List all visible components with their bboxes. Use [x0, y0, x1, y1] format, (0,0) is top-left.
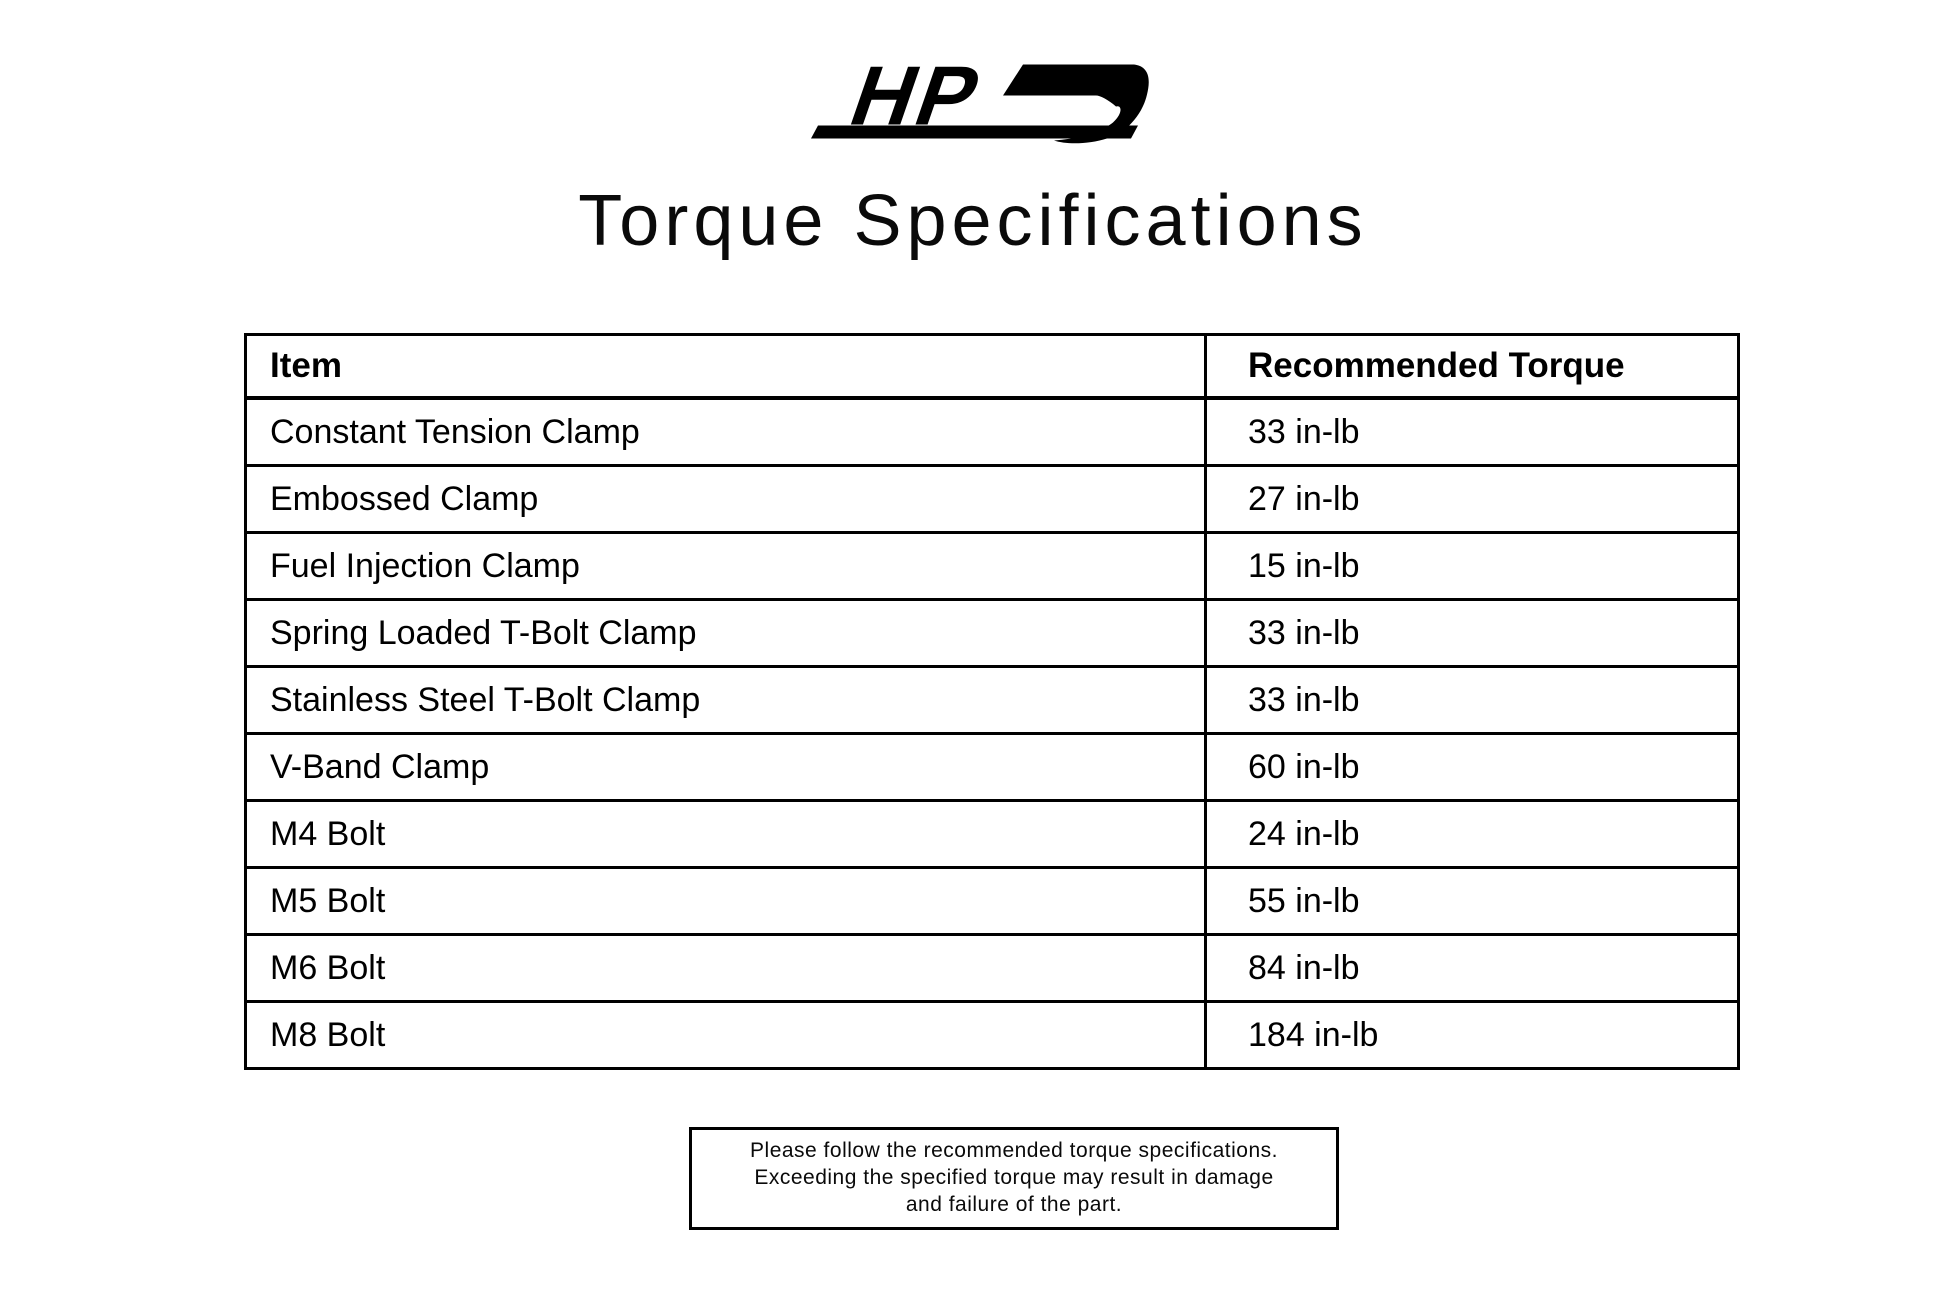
table-row: M8 Bolt 184 in-lb: [244, 1000, 1740, 1070]
hps-logo-graphic: HP: [811, 50, 1149, 144]
column-header-torque: Recommended Torque: [1204, 333, 1740, 400]
table-row: Constant Tension Clamp 33 in-lb: [244, 396, 1740, 467]
note-line-1: Please follow the recommended torque spe…: [750, 1139, 1278, 1162]
note-line-3: and failure of the part.: [905, 1193, 1123, 1216]
column-header-item: Item: [244, 333, 1207, 400]
page-title: Torque Specifications: [578, 181, 1368, 261]
torque-cell: 84 in-lb: [1204, 933, 1740, 1003]
item-cell: M6 Bolt: [244, 933, 1207, 1003]
logo-letter-s: [1003, 64, 1149, 144]
table-row: V-Band Clamp 60 in-lb: [244, 732, 1740, 802]
item-cell: M8 Bolt: [244, 1000, 1207, 1070]
item-cell: Constant Tension Clamp: [244, 396, 1207, 467]
table-header-row: Item Recommended Torque: [244, 333, 1740, 400]
item-cell: M5 Bolt: [244, 866, 1207, 936]
torque-cell: 55 in-lb: [1204, 866, 1740, 936]
table-row: M4 Bolt 24 in-lb: [244, 799, 1740, 869]
torque-cell: 27 in-lb: [1204, 464, 1740, 534]
table-row: Fuel Injection Clamp 15 in-lb: [244, 531, 1740, 601]
torque-cell: 15 in-lb: [1204, 531, 1740, 601]
table-row: M6 Bolt 84 in-lb: [244, 933, 1740, 1003]
table-row: Embossed Clamp 27 in-lb: [244, 464, 1740, 534]
torque-cell: 33 in-lb: [1204, 598, 1740, 668]
note-line-2: Exceeding the specified torque may resul…: [754, 1166, 1274, 1189]
torque-cell: 33 in-lb: [1204, 665, 1740, 735]
torque-cell: 184 in-lb: [1204, 1000, 1740, 1070]
table-row: Stainless Steel T-Bolt Clamp 33 in-lb: [244, 665, 1740, 735]
item-cell: Fuel Injection Clamp: [244, 531, 1207, 601]
torque-warning-note: Please follow the recommended torque spe…: [689, 1127, 1339, 1230]
item-cell: Spring Loaded T-Bolt Clamp: [244, 598, 1207, 668]
item-cell: V-Band Clamp: [244, 732, 1207, 802]
torque-cell: 33 in-lb: [1204, 396, 1740, 467]
torque-cell: 24 in-lb: [1204, 799, 1740, 869]
torque-spec-table: Item Recommended Torque Constant Tension…: [244, 333, 1740, 1070]
item-cell: M4 Bolt: [244, 799, 1207, 869]
item-cell: Embossed Clamp: [244, 464, 1207, 534]
torque-cell: 60 in-lb: [1204, 732, 1740, 802]
logo-underline: [811, 125, 1138, 139]
table-row: Spring Loaded T-Bolt Clamp 33 in-lb: [244, 598, 1740, 668]
table-row: M5 Bolt 55 in-lb: [244, 866, 1740, 936]
hps-logo: HP: [808, 50, 1178, 155]
item-cell: Stainless Steel T-Bolt Clamp: [244, 665, 1207, 735]
